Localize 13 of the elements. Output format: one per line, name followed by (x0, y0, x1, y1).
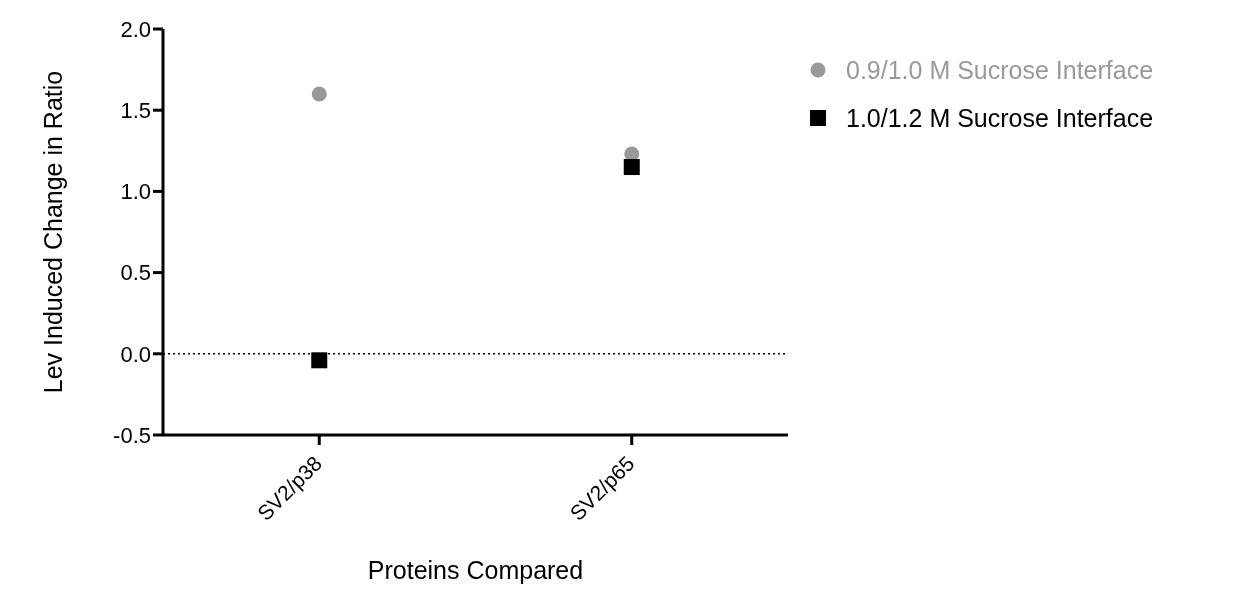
legend-label: 0.9/1.0 M Sucrose Interface (846, 55, 1154, 85)
y-tick-label: -0.5 (113, 422, 151, 448)
x-axis-title: Proteins Compared (367, 556, 584, 584)
y-axis-title: Lev Induced Change in Ratio (38, 70, 67, 394)
legend-label: 1.0/1.2 M Sucrose Interface (846, 103, 1154, 133)
y-tick-label: 0.0 (120, 341, 151, 367)
y-tick-label: 1.5 (120, 98, 151, 124)
point (623, 159, 640, 176)
y-tick-label: 1.0 (120, 179, 151, 205)
y-tick-label: 2.0 (120, 16, 151, 42)
y-tick-label: 0.5 (120, 260, 151, 286)
point (311, 86, 327, 102)
point (311, 352, 328, 369)
